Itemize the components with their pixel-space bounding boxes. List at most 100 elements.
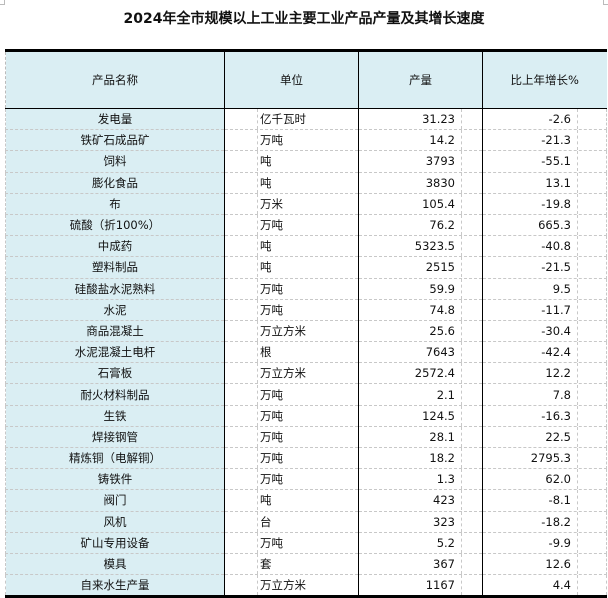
table-row: 自来水生产量 万立方米 1167 4.4	[5, 574, 607, 598]
product-name: 模具	[5, 553, 225, 576]
corner-mark-left	[0, 0, 5, 5]
table-row: 饲料 吨 3793 -55.1	[5, 150, 607, 173]
table-row: 硅酸盐水泥熟料 万吨 59.9 9.5	[5, 278, 607, 300]
unit: 万立方米	[257, 320, 306, 341]
growth-rate: -40.8	[541, 236, 578, 257]
table-row: 铸铁件 万吨 1.3 62.0	[5, 468, 607, 491]
growth-rate: -8.1	[549, 490, 578, 511]
product-name: 布	[5, 193, 225, 215]
table-row: 布 万米 105.4 -19.8	[5, 193, 607, 215]
unit: 台	[257, 511, 272, 532]
output-value: 74.8	[429, 299, 462, 320]
growth-rate: -55.1	[541, 151, 578, 172]
product-name: 饲料	[5, 150, 225, 173]
growth-rate: 22.5	[545, 426, 578, 447]
product-name: 中成药	[5, 235, 225, 258]
product-name: 塑料制品	[5, 256, 225, 279]
product-name: 商品混凝土	[5, 320, 225, 343]
table-row: 水泥混凝土电杆 根 7643 -42.4	[5, 341, 607, 364]
unit: 套	[257, 554, 272, 575]
output-value: 28.1	[429, 426, 462, 447]
growth-rate: -21.3	[541, 130, 578, 151]
output-value: 18.2	[429, 448, 462, 469]
header-output: 产量	[358, 50, 483, 109]
growth-rate: 4.4	[553, 575, 578, 596]
unit: 吨	[257, 490, 272, 511]
table-row: 矿山专用设备 万吨 5.2 -9.9	[5, 532, 607, 554]
unit: 吨	[257, 151, 272, 172]
table-row: 生铁 万吨 124.5 -16.3	[5, 405, 607, 427]
unit: 万吨	[257, 130, 283, 151]
growth-rate: 62.0	[545, 469, 578, 490]
unit: 万吨	[257, 278, 283, 299]
product-name: 硅酸盐水泥熟料	[5, 278, 225, 300]
unit: 万米	[257, 193, 283, 214]
product-output-table: 产品名称 单位 产量 比上年增长% 发电量 亿千瓦时 31.23 -2.6 铁矿石成品矿…	[5, 49, 607, 598]
growth-rate: -42.4	[541, 342, 578, 363]
output-value: 3830	[426, 172, 462, 193]
output-value: 76.2	[429, 215, 462, 236]
product-name: 水泥混凝土电杆	[5, 341, 225, 364]
unit: 万吨	[257, 448, 283, 469]
output-value: 2.1	[437, 384, 462, 405]
output-value: 14.2	[429, 130, 462, 151]
product-name: 矿山专用设备	[5, 532, 225, 554]
output-value: 2572.4	[415, 363, 462, 384]
unit: 万吨	[257, 299, 283, 320]
product-name: 发电量	[5, 108, 225, 131]
unit: 根	[257, 342, 272, 363]
table-row: 石膏板 万立方米 2572.4 12.2	[5, 362, 607, 385]
output-value: 105.4	[422, 193, 462, 214]
product-name: 生铁	[5, 405, 225, 427]
product-name: 耐火材料制品	[5, 383, 225, 406]
product-name: 铸铁件	[5, 468, 225, 491]
output-value: 423	[433, 490, 462, 511]
table-row: 风机 台 323 -18.2	[5, 511, 607, 533]
unit: 万吨	[257, 384, 283, 405]
output-value: 31.23	[422, 109, 462, 130]
growth-rate: 7.8	[553, 384, 578, 405]
output-value: 7643	[426, 342, 462, 363]
table-row: 硫酸（折100%） 万吨 76.2 665.3	[5, 214, 607, 237]
table-row: 塑料制品 吨 2515 -21.5	[5, 256, 607, 279]
output-value: 5.2	[437, 532, 462, 553]
table-row: 水泥 万吨 74.8 -11.7	[5, 299, 607, 321]
output-value: 323	[433, 511, 462, 532]
product-name: 铁矿石成品矿	[5, 129, 225, 152]
unit: 万吨	[257, 532, 283, 553]
product-name: 精炼铜（电解铜）	[5, 447, 225, 470]
table-row: 模具 套 367 12.6	[5, 553, 607, 576]
growth-rate: -21.5	[541, 257, 578, 278]
growth-rate: -2.6	[549, 109, 578, 130]
output-value: 3793	[426, 151, 462, 172]
output-value: 59.9	[429, 278, 462, 299]
table-header-row: 产品名称 单位 产量 比上年增长%	[5, 50, 607, 109]
unit: 吨	[257, 236, 272, 257]
unit: 吨	[257, 257, 272, 278]
table-row: 膨化食品 吨 3830 13.1	[5, 172, 607, 194]
header-product-name: 产品名称	[5, 50, 225, 109]
growth-rate: -18.2	[541, 511, 578, 532]
table-row: 焊接钢管 万吨 28.1 22.5	[5, 426, 607, 449]
growth-rate: 12.2	[545, 363, 578, 384]
page-title: 2024年全市规模以上工业主要工业产品产量及其增长速度	[123, 11, 485, 27]
output-value: 25.6	[429, 320, 462, 341]
output-value: 367	[433, 554, 462, 575]
growth-rate: -30.4	[541, 320, 578, 341]
header-unit: 单位	[224, 50, 359, 109]
table-row: 阀门 吨 423 -8.1	[5, 489, 607, 512]
output-value: 2515	[426, 257, 462, 278]
output-value: 124.5	[422, 405, 462, 426]
unit: 万吨	[257, 405, 283, 426]
unit: 万吨	[257, 215, 283, 236]
table-row: 铁矿石成品矿 万吨 14.2 -21.3	[5, 129, 607, 152]
growth-rate: 2795.3	[531, 448, 578, 469]
corner-mark-right	[603, 0, 608, 5]
product-name: 水泥	[5, 299, 225, 321]
output-value: 5323.5	[415, 236, 462, 257]
product-name: 阀门	[5, 489, 225, 512]
table-row: 精炼铜（电解铜） 万吨 18.2 2795.3	[5, 447, 607, 470]
table-row: 商品混凝土 万立方米 25.6 -30.4	[5, 320, 607, 343]
table-row: 中成药 吨 5323.5 -40.8	[5, 235, 607, 258]
output-value: 1167	[426, 575, 462, 596]
